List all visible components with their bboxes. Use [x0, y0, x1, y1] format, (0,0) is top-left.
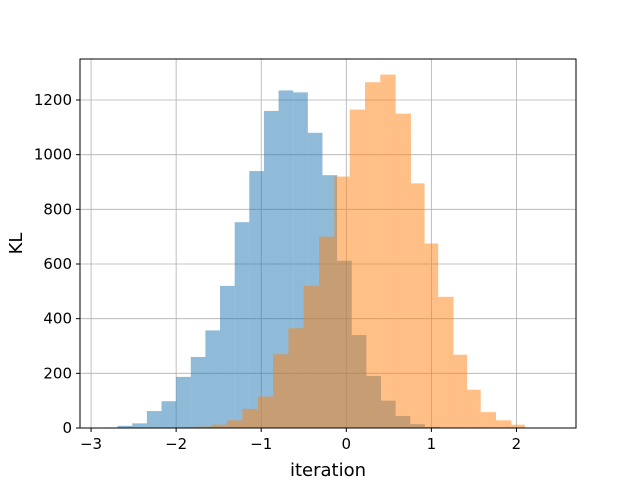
histogram-bar [196, 426, 212, 428]
histogram-bar [365, 82, 381, 428]
histogram-bar [496, 420, 512, 428]
histogram-bar [117, 425, 133, 428]
y-tick-label: 200 [43, 364, 72, 382]
bars-layer [102, 74, 525, 429]
histogram-bar [288, 328, 304, 428]
x-tick-label: −2 [165, 435, 187, 453]
histogram-bar [257, 396, 274, 428]
y-tick-label: 1200 [34, 91, 72, 109]
histogram-bar [190, 356, 206, 428]
histogram-bar [146, 411, 162, 428]
histogram-bar [161, 401, 177, 428]
ticks-layer: −3 −2 −1 0 1 2 0 200 400 600 800 1000 1200 [34, 91, 521, 453]
histogram-bar [438, 296, 454, 428]
x-tick-label: −3 [80, 435, 102, 453]
histogram-bar [211, 424, 228, 428]
histogram-bar [334, 176, 350, 428]
y-tick-label: 400 [43, 310, 72, 328]
histogram-bar [176, 376, 191, 428]
histogram-bar [424, 243, 439, 428]
y-tick-label: 800 [43, 200, 72, 218]
histogram-series [181, 74, 525, 429]
histogram-bar [410, 183, 425, 428]
histogram-bar [132, 423, 147, 428]
histogram-bar [467, 389, 481, 428]
histogram-bar [395, 113, 411, 429]
x-axis-label: iteration [290, 460, 366, 480]
histogram-bar [349, 109, 366, 429]
x-tick-label: 2 [512, 435, 522, 453]
histogram-bar [273, 354, 289, 428]
histogram-bar [480, 412, 497, 428]
histogram-bar [234, 222, 250, 428]
x-tick-label: 0 [342, 435, 352, 453]
histogram-bar [205, 330, 221, 428]
histogram-bar [380, 74, 396, 428]
x-tick-label: −1 [250, 435, 272, 453]
histogram-bar [242, 408, 258, 428]
histogram-bar [319, 236, 335, 428]
y-axis-label: KL [6, 233, 27, 255]
x-tick-label: 1 [427, 435, 437, 453]
histogram-bar [263, 110, 279, 428]
plot-frame [79, 58, 577, 429]
histogram-bar [511, 424, 525, 428]
histogram-bar [303, 285, 320, 428]
histogram-bar [227, 420, 243, 428]
y-tick-label: 600 [43, 255, 72, 273]
y-tick-label: 0 [62, 419, 72, 437]
y-tick-label: 1000 [34, 146, 72, 164]
histogram-bar [453, 354, 468, 428]
histogram-bar [249, 171, 264, 429]
histogram-bar [220, 285, 235, 428]
